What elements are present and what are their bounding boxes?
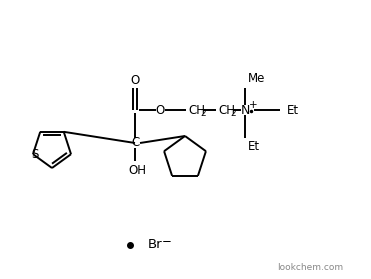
Text: N: N [240, 104, 250, 117]
Text: +: + [249, 100, 257, 110]
Text: 2: 2 [230, 109, 236, 119]
Text: lookchem.com: lookchem.com [277, 263, 343, 273]
Text: 2: 2 [200, 109, 206, 119]
Text: CH: CH [188, 104, 205, 117]
Text: S: S [31, 148, 39, 161]
Text: C: C [131, 136, 139, 150]
Text: Et: Et [248, 141, 260, 153]
Text: CH: CH [218, 104, 235, 117]
Text: Et: Et [287, 104, 299, 117]
Text: O: O [130, 73, 139, 86]
Text: Br: Br [148, 239, 162, 251]
Text: OH: OH [128, 163, 146, 177]
Text: −: − [162, 235, 172, 249]
Text: Me: Me [248, 73, 265, 85]
Text: O: O [155, 104, 165, 117]
